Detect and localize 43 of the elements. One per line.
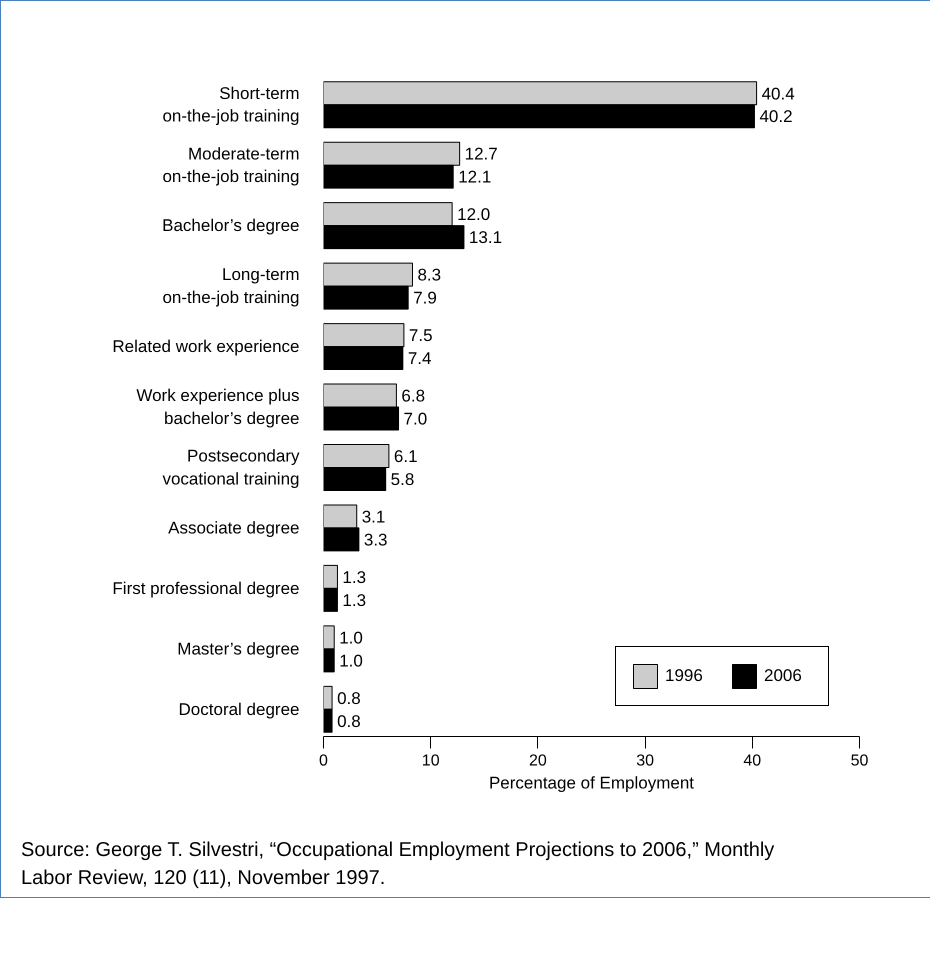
text: 40.2 [759, 107, 793, 126]
y-tick-label: Short-term on-the-job training [162, 84, 300, 126]
text: 1.0 [339, 651, 363, 670]
text: 0.8 [337, 688, 361, 708]
text: 13.1 [468, 228, 502, 248]
text: 8.3 [417, 266, 442, 285]
y-tick-label: Bachelor’s degree [162, 216, 300, 236]
text: 0.8 [337, 712, 361, 731]
y-tick-label: Long-term on-the-job training [162, 265, 300, 308]
text: 3.3 [364, 530, 388, 550]
text: 6.1 [394, 446, 418, 466]
text: 1.0 [339, 628, 363, 648]
x-tick-label: 10 [422, 752, 440, 770]
x-axis-title: Percentage of Employment [488, 774, 694, 792]
y-tick-label: Work experience plus bachelor’s degree [136, 386, 300, 428]
text: 1.3 [342, 568, 366, 587]
y-tick-label: First professional degree [112, 578, 300, 598]
text: 7.5 [408, 326, 433, 346]
text: 3.1 [362, 507, 386, 526]
x-tick-label: 40 [743, 752, 762, 770]
text: 12.0 [457, 205, 490, 224]
text: 1.3 [342, 590, 366, 610]
text: 5.8 [390, 470, 414, 489]
text: 6.8 [401, 386, 426, 406]
text: 7.4 [408, 349, 432, 368]
text: 7.0 [404, 410, 428, 429]
y-tick-label: Associate degree [168, 518, 300, 538]
x-tick-label: 20 [529, 752, 547, 770]
y-tick-label: Related work experience [112, 337, 300, 356]
x-tick-label: 50 [850, 752, 868, 770]
y-tick-label: Postsecondary vocational training [162, 446, 300, 488]
y-tick-label: Master’s degree [177, 639, 300, 658]
y-tick-label: Moderate-term on-the-job training [162, 144, 300, 186]
text: 12.1 [458, 168, 492, 187]
x-tick-label: 0 [319, 752, 328, 770]
legend-label: 1996 [665, 666, 704, 686]
text: 40.4 [762, 84, 795, 104]
y-tick-label: Doctoral degree [178, 700, 300, 719]
text: 7.9 [413, 288, 437, 308]
text: 12.7 [464, 144, 498, 164]
source-note: Source: George T. Silvestri, “Occupational Employment Projections to 2006,” Monthly Labor Review, 120 (11), November 1997. [21, 838, 776, 891]
legend-label: 2006 [764, 666, 803, 686]
x-tick-label: 30 [636, 752, 654, 770]
